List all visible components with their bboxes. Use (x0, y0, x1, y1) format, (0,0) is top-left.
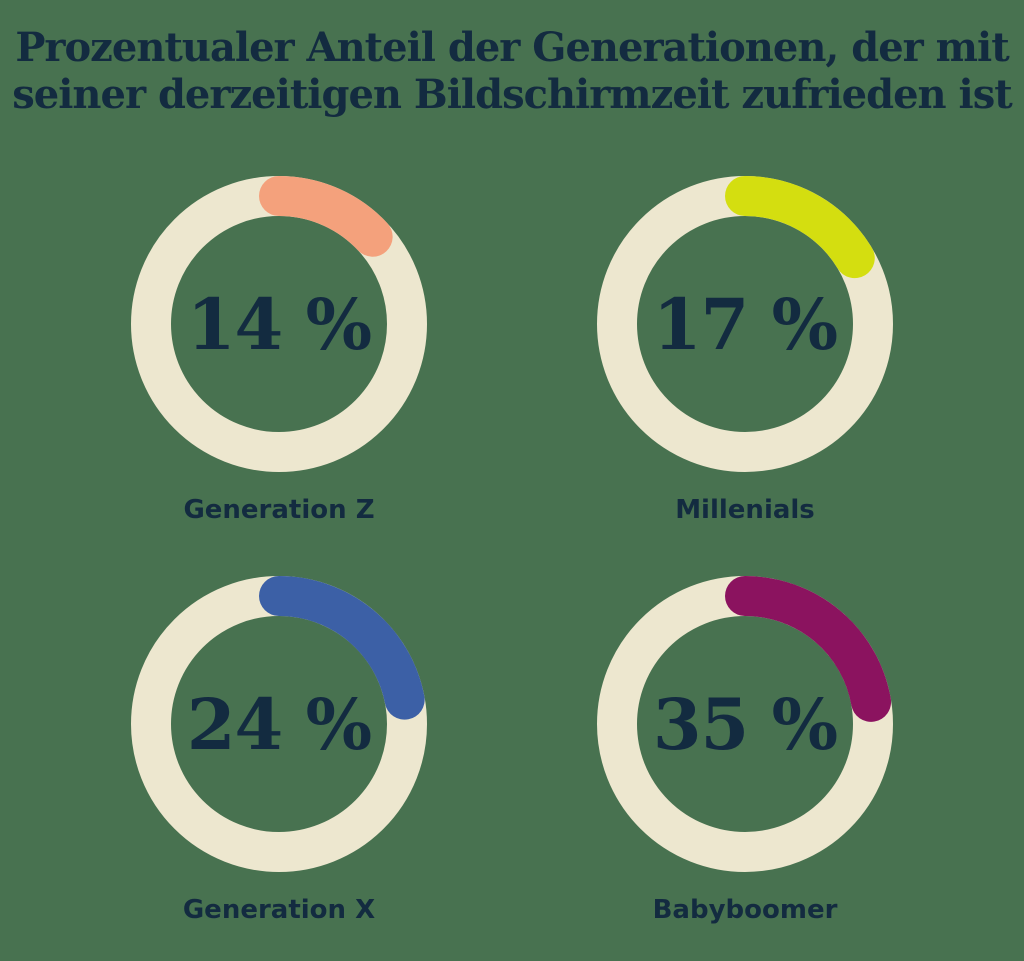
chart-title-line-2: seiner derzeitigen Bildschirmzeit zufrie… (12, 71, 1012, 118)
donut-cell-babyboomer: 35 % Babyboomer (597, 576, 893, 926)
donut-ring-svg (131, 576, 427, 872)
donut-chart-millenials: 17 % (597, 176, 893, 472)
donut-ring-svg (597, 176, 893, 472)
donut-value-label: 35 % (652, 682, 838, 766)
donut-category-label: Millenials (675, 495, 815, 525)
donut-cell-millenials: 17 % Millenials (597, 176, 893, 526)
donut-cell-generation-x: 24 % Generation X (131, 576, 427, 926)
donut-category-label: Generation Z (183, 495, 375, 525)
donut-chart-babyboomer: 35 % (597, 576, 893, 872)
donut-grid: 14 % Generation Z 17 % Millenials 24 % (0, 176, 1024, 926)
donut-chart-generation-x: 24 % (131, 576, 427, 872)
donut-chart-generation-z: 14 % (131, 176, 427, 472)
donut-cell-generation-z: 14 % Generation Z (131, 176, 427, 526)
donut-value-label: 24 % (186, 682, 372, 766)
donut-value-label: 17 % (652, 282, 838, 366)
donut-ring-svg (597, 576, 893, 872)
donut-category-label: Generation X (182, 895, 376, 925)
donut-category-label: Babyboomer (652, 895, 838, 925)
chart-title: Prozentualer Anteil der Generationen, de… (0, 0, 1024, 118)
donut-ring-svg (131, 176, 427, 472)
chart-title-line-1: Prozentualer Anteil der Generationen, de… (15, 24, 1009, 71)
donut-value-label: 14 % (186, 282, 372, 366)
